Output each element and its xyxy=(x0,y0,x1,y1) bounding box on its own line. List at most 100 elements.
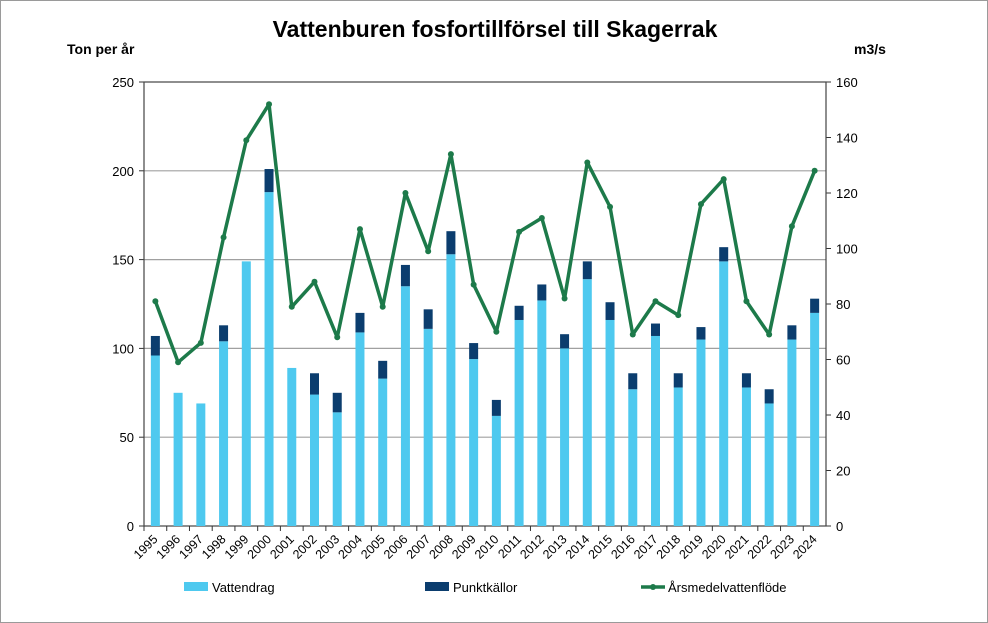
bar-vattendrag xyxy=(196,403,206,526)
x-tick-label: 2014 xyxy=(563,532,593,562)
bar-vattendrag xyxy=(696,339,706,526)
x-tick-label: 2020 xyxy=(699,532,729,562)
bar-punktkallor xyxy=(423,309,433,329)
bar-punktkallor xyxy=(264,169,274,193)
chart-title: Vattenburen fosfortillförsel till Skager… xyxy=(273,16,718,42)
flow-point xyxy=(788,223,795,230)
bar-vattendrag xyxy=(355,332,365,526)
flow-point xyxy=(493,328,500,335)
flow-point xyxy=(652,298,659,305)
y-tick-label: 250 xyxy=(112,75,134,90)
flow-point xyxy=(197,339,204,346)
flow-point xyxy=(584,159,591,166)
flow-point xyxy=(697,201,704,208)
x-tick-label: 2021 xyxy=(722,532,752,562)
x-tick-label: 1998 xyxy=(199,532,229,562)
bar-punktkallor xyxy=(355,312,365,333)
flow-point xyxy=(379,303,386,310)
legend-swatch-vattendrag xyxy=(184,582,208,591)
y2-tick-label: 0 xyxy=(836,519,843,534)
legend-label-flow: Årsmedelvattenflöde xyxy=(668,580,787,595)
bar-vattendrag xyxy=(400,286,410,526)
bar-punktkallor xyxy=(400,264,410,287)
bar-vattendrag xyxy=(719,261,729,526)
x-tick-label: 2018 xyxy=(654,532,684,562)
bar-punktkallor xyxy=(628,373,638,390)
flow-point xyxy=(243,137,250,144)
bar-vattendrag xyxy=(423,328,433,526)
bar-vattendrag xyxy=(810,312,820,526)
bar-vattendrag xyxy=(287,367,297,526)
x-tick-label: 2013 xyxy=(540,532,570,562)
flow-point xyxy=(720,176,727,183)
flow-point xyxy=(425,248,432,255)
bar-punktkallor xyxy=(514,305,524,320)
bar-vattendrag xyxy=(537,300,547,526)
bar-vattendrag xyxy=(378,378,388,526)
x-tick-label: 2009 xyxy=(449,532,479,562)
bar-punktkallor xyxy=(741,373,751,388)
y2-tick-label: 140 xyxy=(836,131,858,146)
legend-label-vattendrag: Vattendrag xyxy=(212,580,275,595)
x-tick-label: 2001 xyxy=(267,532,297,562)
flow-point xyxy=(220,234,227,241)
bar-punktkallor xyxy=(651,323,660,336)
bar-vattendrag xyxy=(582,279,592,526)
bar-punktkallor xyxy=(810,298,820,313)
y-tick-label: 150 xyxy=(112,253,134,268)
x-tick-label: 1996 xyxy=(154,532,184,562)
bar-vattendrag xyxy=(264,192,274,526)
y2-tick-label: 120 xyxy=(836,186,858,201)
x-tick-label: 2016 xyxy=(608,532,638,562)
bar-vattendrag xyxy=(173,392,183,526)
y2-tick-label: 160 xyxy=(836,75,858,90)
flow-point xyxy=(766,331,773,338)
y2-axis-label: m3/s xyxy=(854,41,886,57)
bar-vattendrag xyxy=(628,389,638,526)
bar-vattendrag xyxy=(491,415,501,526)
bar-vattendrag xyxy=(673,387,683,526)
bar-vattendrag xyxy=(605,319,615,526)
y-axis-label: Ton per år xyxy=(67,41,135,57)
flow-point xyxy=(743,298,750,305)
bar-vattendrag xyxy=(764,403,774,526)
x-tick-label: 2000 xyxy=(245,532,275,562)
bar-punktkallor xyxy=(310,373,319,395)
flow-point xyxy=(266,101,273,108)
bar-vattendrag xyxy=(560,348,570,526)
bar-vattendrag xyxy=(219,341,229,526)
x-tick-label: 1999 xyxy=(222,532,252,562)
bar-punktkallor xyxy=(582,261,592,280)
bar-punktkallor xyxy=(719,247,729,262)
y-tick-label: 50 xyxy=(120,430,134,445)
flow-point xyxy=(538,214,545,221)
flow-point xyxy=(629,331,636,338)
bar-punktkallor xyxy=(537,284,547,301)
flow-point xyxy=(152,298,159,305)
bar-vattendrag xyxy=(741,387,751,526)
legend-label-punktkallor: Punktkällor xyxy=(453,580,518,595)
flow-point xyxy=(356,226,363,233)
bar-punktkallor xyxy=(332,392,342,413)
flow-point xyxy=(516,228,523,235)
flow-point xyxy=(561,295,568,302)
flow-point xyxy=(447,151,454,158)
bar-punktkallor xyxy=(696,327,706,340)
bar-punktkallor xyxy=(673,373,683,388)
legend-marker-flow xyxy=(650,584,656,590)
y2-tick-label: 60 xyxy=(836,353,850,368)
x-tick-label: 2022 xyxy=(745,532,775,562)
bar-vattendrag xyxy=(150,355,160,526)
x-tick-label: 2008 xyxy=(426,532,456,562)
y-tick-label: 100 xyxy=(112,341,134,356)
x-tick-label: 2024 xyxy=(790,532,820,562)
bar-vattendrag xyxy=(514,319,524,526)
flow-point xyxy=(175,359,182,366)
bar-vattendrag xyxy=(332,412,342,526)
bar-vattendrag xyxy=(446,254,456,526)
x-tick-label: 2005 xyxy=(358,532,388,562)
x-tick-label: 2011 xyxy=(495,532,524,561)
y2-tick-label: 20 xyxy=(836,464,850,479)
